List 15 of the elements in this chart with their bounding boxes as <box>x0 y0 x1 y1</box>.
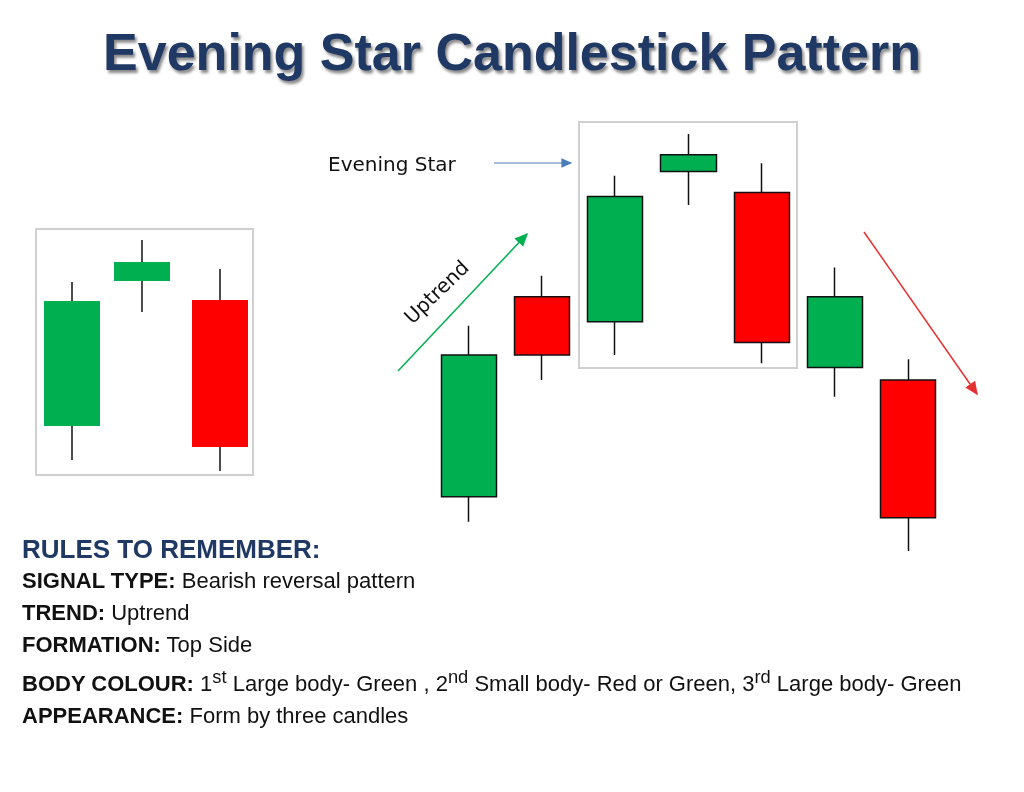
candlestick <box>513 275 571 381</box>
candlestick <box>806 266 864 398</box>
text: FORMATION: Top Side <box>22 631 254 659</box>
candlestick <box>733 162 791 365</box>
text: APPEARANCE: Form by three candles <box>22 702 410 731</box>
text: TREND: Uptrend <box>22 599 191 627</box>
text: RULES TO REMEMBER: <box>22 533 322 565</box>
candlestick <box>586 174 644 356</box>
text: BODY COLOUR: 1$^{st}$ Large body- Green , 2$^{nd}$ Small body- Red or Green, 3$^{rd}$ Large body- Green <box>22 665 963 699</box>
candlestick <box>659 133 718 206</box>
chart-title: Evening Star Candlestick Pattern <box>102 22 922 82</box>
candlestick <box>440 325 498 523</box>
text: SIGNAL TYPE: Bearish reversal pattern <box>22 567 417 595</box>
annotation: Evening Star <box>328 152 456 176</box>
candlestick <box>879 358 937 552</box>
